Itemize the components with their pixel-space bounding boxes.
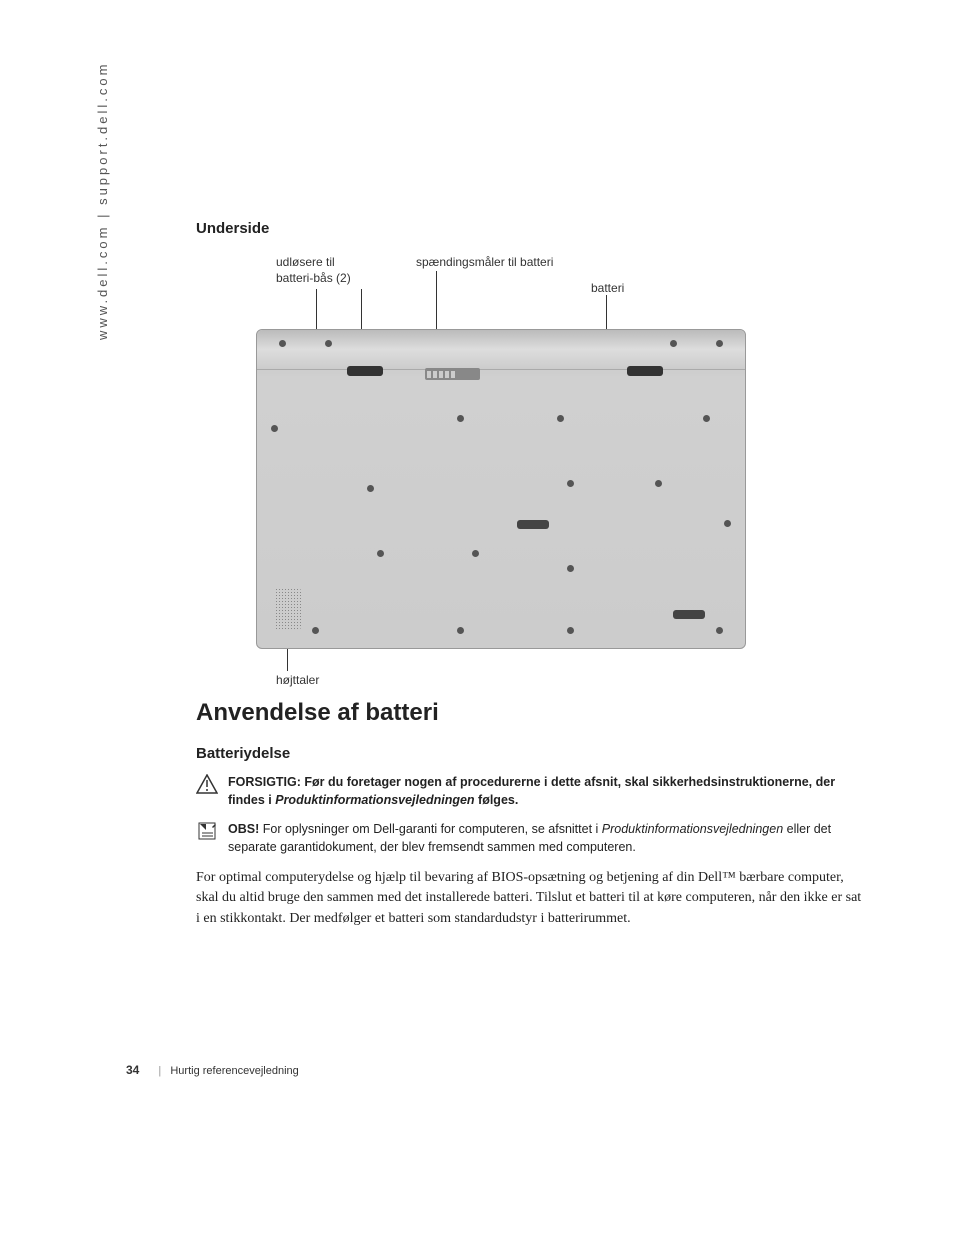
footer-separator: | [158, 1065, 161, 1077]
note-notice: OBS! For oplysninger om Dell-garanti for… [196, 821, 866, 856]
leader-line [287, 649, 288, 671]
caution-italic: Produktinformationsvejledningen [275, 793, 474, 807]
slot-icon [517, 520, 549, 529]
slot-icon [673, 610, 705, 619]
latch-icon [627, 366, 663, 376]
caution-text: FORSIGTIG: Før du foretager nogen af pro… [228, 774, 866, 809]
screw-icon [457, 415, 464, 422]
page-number: 34 [126, 1063, 139, 1077]
footer-doc-title: Hurtig referencevejledning [170, 1065, 298, 1077]
main-heading-battery-use: Anvendelse af batteri [196, 699, 866, 727]
screw-icon [716, 340, 723, 347]
note-body1: For oplysninger om Dell-garanti for comp… [263, 822, 602, 836]
screw-icon [271, 425, 278, 432]
screw-icon [724, 520, 731, 527]
screw-icon [670, 340, 677, 347]
screw-icon [377, 550, 384, 557]
screw-icon [325, 340, 332, 347]
note-text: OBS! For oplysninger om Dell-garanti for… [228, 821, 866, 856]
callout-battery: batteri [591, 281, 624, 297]
screw-icon [312, 627, 319, 634]
page-footer: 34 | Hurtig referencevejledning [126, 1063, 299, 1077]
body-paragraph: For optimal computerydelse og hjælp til … [196, 868, 866, 929]
caution-notice: FORSIGTIG: Før du foretager nogen af pro… [196, 774, 866, 809]
speaker-grille-icon [275, 588, 301, 630]
bottom-view-diagram: udløsere til batteri-bås (2) spændingsmå… [256, 249, 796, 669]
charge-meter-icon [425, 368, 480, 380]
callout-latches-line1: udløsere til [276, 255, 351, 271]
screw-icon [567, 627, 574, 634]
callout-latches: udløsere til batteri-bås (2) [276, 255, 351, 286]
sidebar-url: www.dell.com | support.dell.com [95, 62, 110, 340]
screw-icon [703, 415, 710, 422]
device-battery-strip [257, 330, 745, 370]
caution-label: FORSIGTIG: [228, 775, 304, 789]
screw-icon [557, 415, 564, 422]
note-italic: Produktinformationsvejledningen [602, 822, 783, 836]
screw-icon [472, 550, 479, 557]
section-battery-performance-heading: Batteriydelse [196, 745, 866, 762]
screw-icon [655, 480, 662, 487]
page-content: Underside udløsere til batteri-bås (2) s… [196, 220, 866, 929]
caution-body2: følges. [475, 793, 519, 807]
caution-icon [196, 774, 218, 794]
note-label: OBS! [228, 822, 263, 836]
screw-icon [457, 627, 464, 634]
callout-latches-line2: batteri-bås (2) [276, 271, 351, 287]
section-underside-heading: Underside [196, 220, 866, 237]
device-bottom-illustration [256, 329, 746, 649]
screw-icon [367, 485, 374, 492]
latch-icon [347, 366, 383, 376]
screw-icon [567, 565, 574, 572]
screw-icon [567, 480, 574, 487]
screw-icon [279, 340, 286, 347]
callout-charge-meter: spændingsmåler til batteri [416, 255, 553, 271]
callout-speaker: højttaler [276, 673, 319, 689]
note-icon [196, 821, 218, 841]
screw-icon [716, 627, 723, 634]
